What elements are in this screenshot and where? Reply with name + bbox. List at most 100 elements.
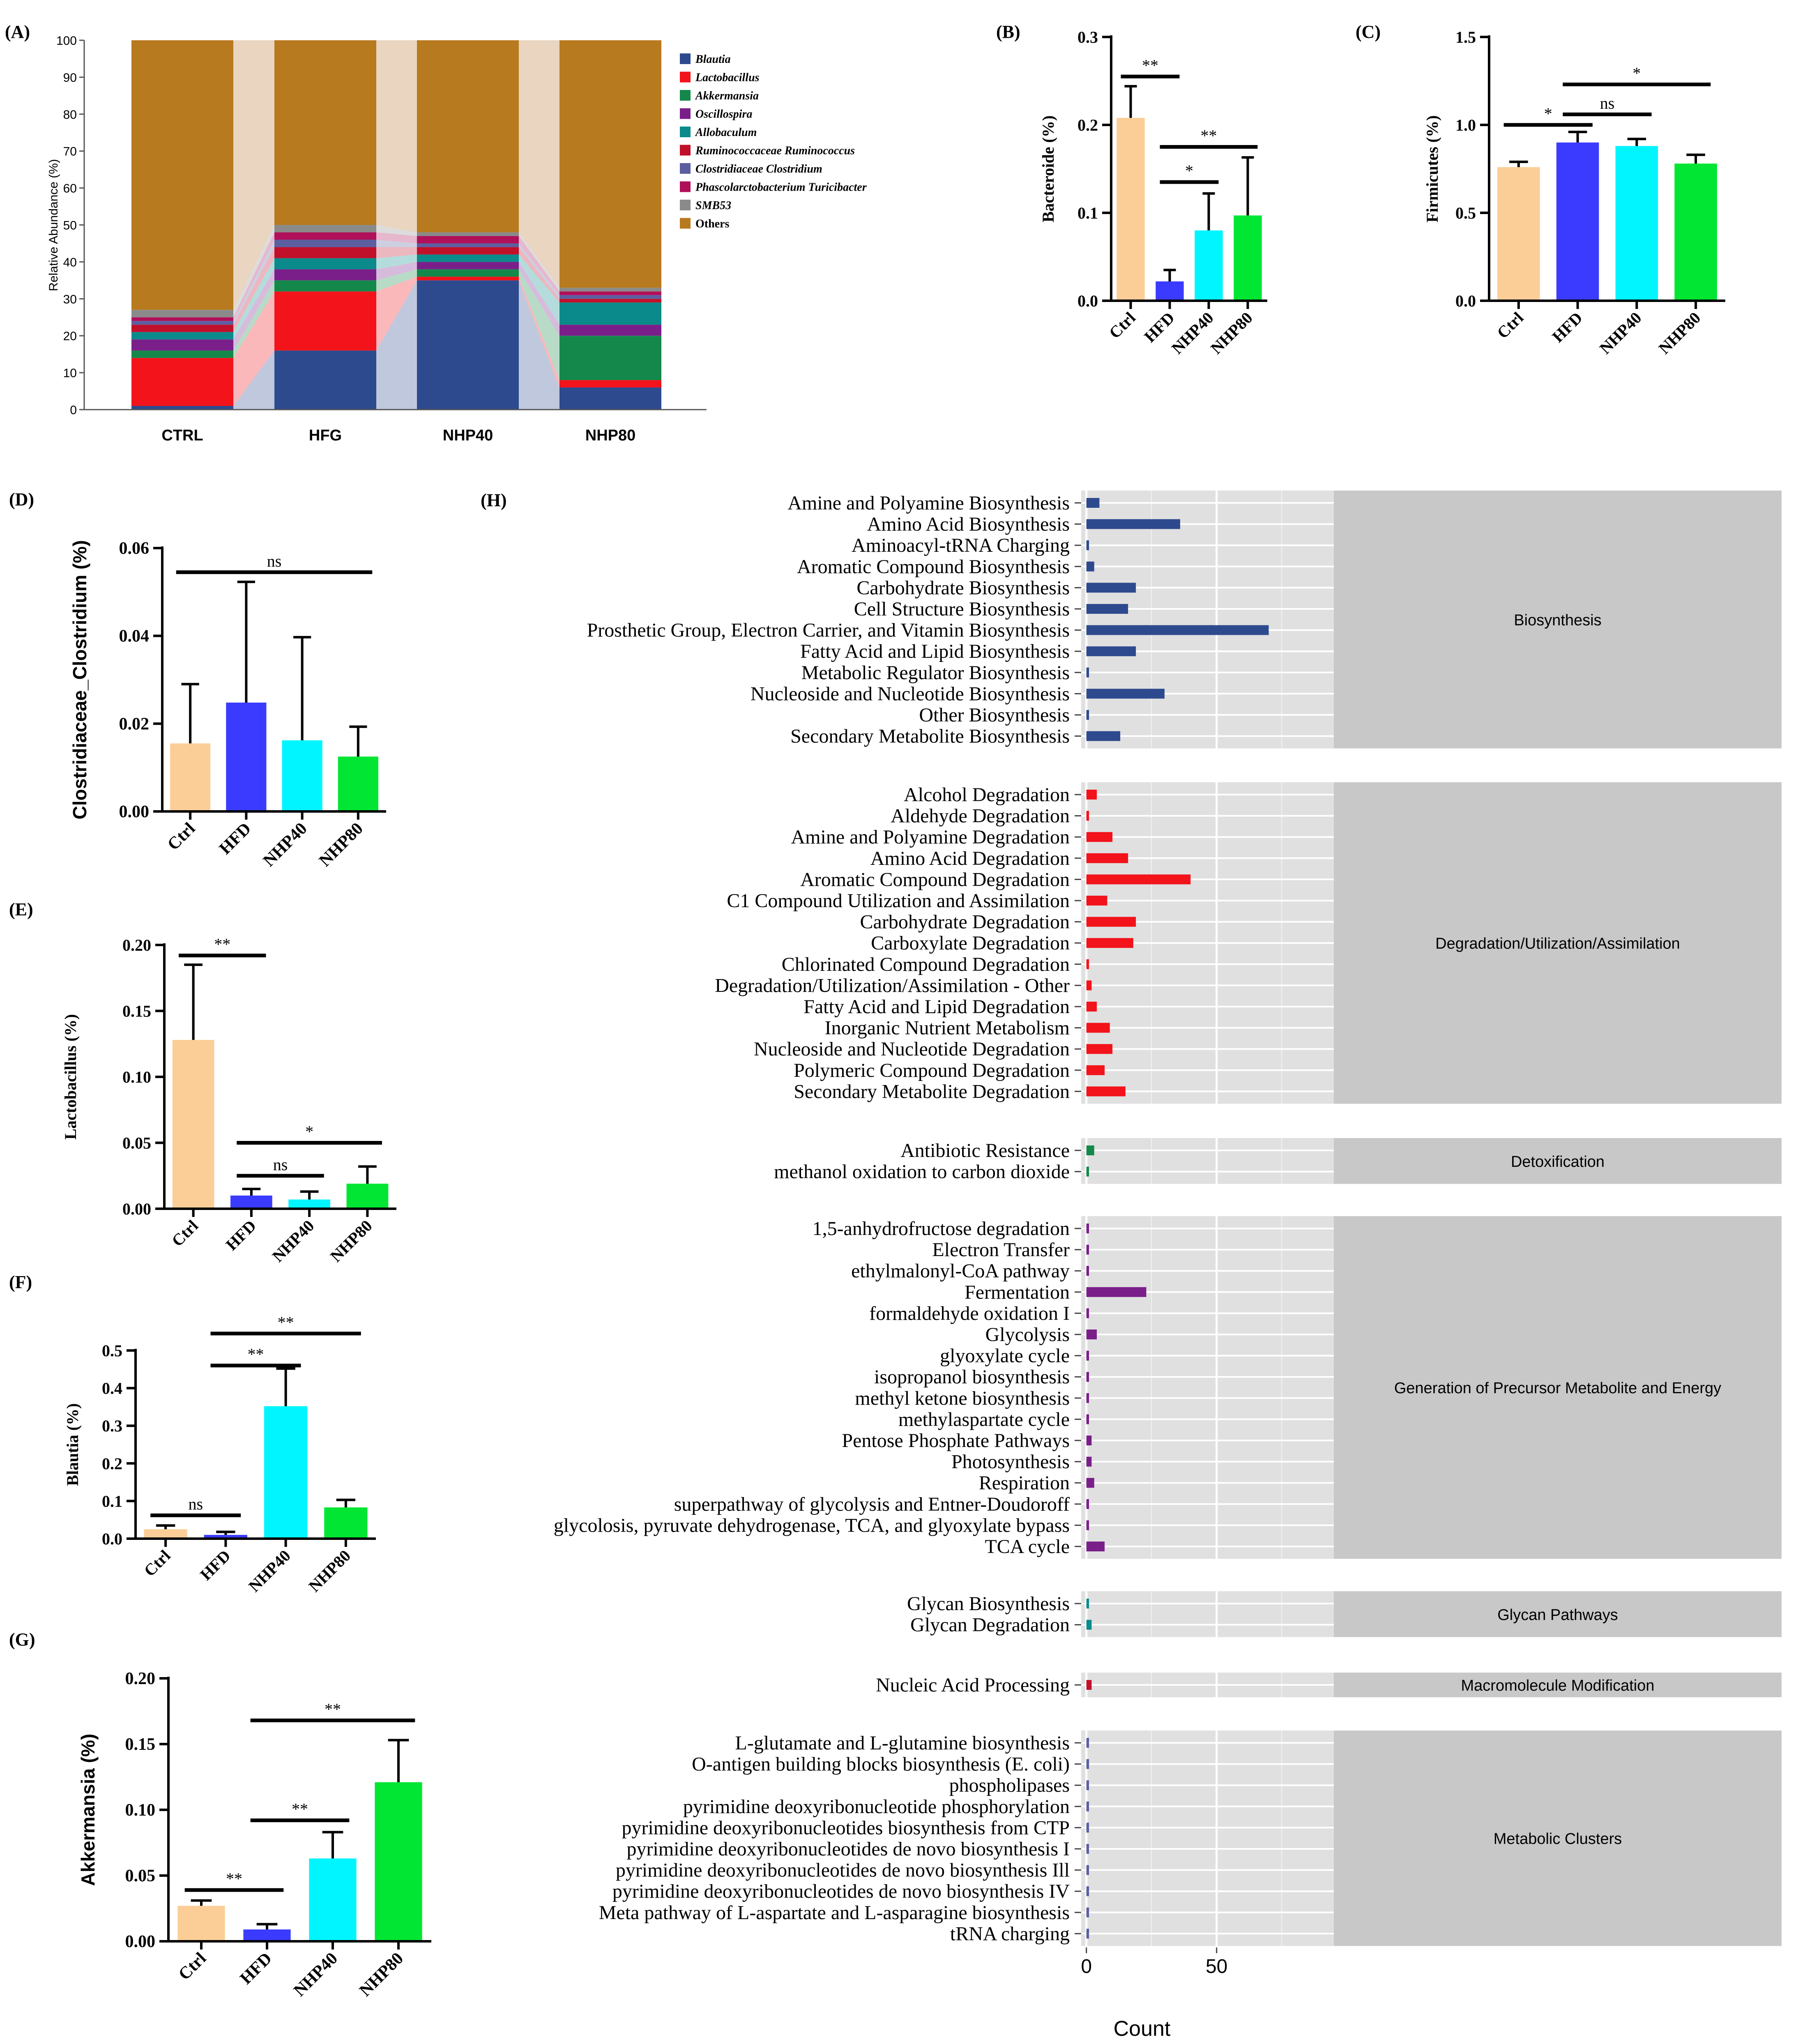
pathway-bar: [1086, 790, 1097, 800]
panel-e: (E) 0.00 0.05 0.10 0.15 0.20 Ctrl HFD NHP40 NHP80…: [9, 899, 396, 1265]
stack-segment: [131, 310, 233, 318]
y-tick-label: 1.0: [1455, 116, 1476, 134]
facet-strip-label: Degradation/Utilization/Assimilation: [1435, 935, 1680, 952]
facet-strip: [1334, 491, 1782, 749]
facet-strip-label: Biosynthesis: [1514, 612, 1601, 629]
y-tick-label: 70: [63, 145, 77, 159]
y-tick-label: 30: [63, 293, 77, 306]
facet-panel: [1081, 1138, 1334, 1184]
stack-segment: [417, 236, 519, 244]
x-tick-label: Ctrl: [168, 1217, 202, 1250]
pathway-bar: [1086, 604, 1128, 614]
y-tick-label: 60: [63, 182, 77, 196]
pathway-label: Glycolysis: [985, 1324, 1070, 1346]
stack-segment: [559, 380, 661, 388]
bar-nhp40: [282, 740, 322, 811]
legend-swatch: [680, 127, 691, 137]
y-tick-label: 0.00: [125, 1932, 156, 1951]
pathway-bar: [1086, 1680, 1092, 1690]
y-tick-label: 0.06: [119, 539, 150, 558]
legend-label: Lactobacillus: [695, 71, 760, 84]
pathway-label: Aromatic Compound Degradation: [800, 869, 1070, 890]
pathway-label: Electron Transfer: [932, 1239, 1070, 1261]
facet-degradation-utilization-assimilation: Degradation/Utilization/Assimilation Alco…: [715, 782, 1782, 1104]
stack-segment: [559, 40, 661, 288]
pathway-label: Secondary Metabolite Biosynthesis: [790, 726, 1070, 747]
y-axis-label: Lactobacillus (%): [61, 1014, 80, 1140]
bar-nhp80: [1674, 164, 1717, 301]
pathway-bar: [1086, 1287, 1146, 1297]
y-tick-label: 0.00: [119, 802, 150, 821]
alluvial-flow: [376, 262, 417, 281]
panel-h: (H) Biosynthesis Amine and Polyamine Biosy…: [481, 490, 1782, 2041]
y-axis-label: Blautia (%): [63, 1403, 82, 1486]
pathway-label: methylaspartate cycle: [898, 1408, 1070, 1430]
alluvial-flow: [376, 40, 417, 233]
y-tick-label: 20: [63, 330, 77, 343]
pathway-label: glyoxylate cycle: [940, 1345, 1070, 1367]
pathway-bar: [1086, 896, 1107, 906]
stack-segment: [417, 277, 519, 281]
y-tick-label: 0.5: [1455, 204, 1476, 222]
facet-strip: [1334, 782, 1782, 1104]
alluvial-flow: [519, 280, 559, 410]
facet-glycan-pathways: Glycan Pathways Glycan BiosynthesisGlycan…: [907, 1591, 1782, 1637]
facet-strip-label: Detoxification: [1511, 1153, 1605, 1171]
facet-strip: [1334, 1591, 1782, 1637]
bar-nhp80: [346, 1184, 389, 1209]
stack-segment: [559, 387, 661, 410]
significance-label: **: [1201, 127, 1217, 145]
pathway-label: tRNA charging: [950, 1923, 1070, 1945]
legend-swatch: [680, 181, 691, 192]
pathway-label: Meta pathway of L-aspartate and L-aspara…: [599, 1902, 1070, 1924]
bar-nhp80: [1234, 215, 1262, 301]
significance-label: **: [325, 1700, 341, 1718]
facet-strip: [1334, 1216, 1782, 1559]
pathway-bar: [1086, 1599, 1089, 1608]
alluvial-flow: [376, 254, 417, 270]
pathway-bar: [1086, 1393, 1089, 1403]
legend-swatch: [680, 218, 691, 229]
alluvial-flow: [519, 262, 559, 336]
stack-segment: [274, 225, 376, 233]
significance-label: *: [1632, 64, 1641, 83]
legend-swatch: [680, 90, 691, 101]
pathway-bar: [1086, 1844, 1089, 1854]
pathway-label: Amino Acid Degradation: [870, 848, 1070, 869]
pathway-bar: [1086, 1086, 1126, 1097]
y-tick-label: 0.05: [122, 1134, 151, 1152]
stack-segment: [274, 258, 376, 270]
y-tick-label: 1.5: [1455, 28, 1476, 46]
stack-segment: [417, 243, 519, 247]
bar-hfd: [230, 1195, 272, 1209]
legend-swatch: [680, 200, 691, 210]
bar-hfd: [204, 1535, 248, 1539]
x-tick-label: HFD: [1548, 309, 1586, 346]
panel-g: (G) 0.00 0.05 0.10 0.15 0.20 Ctrl HFD NHP40 NHP80…: [9, 1629, 431, 2000]
pathway-bar: [1086, 1350, 1089, 1361]
x-tick-label: NHP80: [1655, 309, 1704, 358]
pathway-bar: [1086, 1620, 1092, 1630]
alluvial-flow: [519, 232, 559, 292]
pathway-bar: [1086, 832, 1113, 842]
stack-segment: [131, 358, 233, 406]
stack-segment: [417, 247, 519, 255]
pathway-label: 1,5-anhydrofructose degradation: [813, 1218, 1070, 1240]
bar-nhp80: [338, 756, 378, 811]
legend-swatch: [680, 53, 691, 64]
pathway-label: Glycan Degradation: [910, 1614, 1070, 1636]
alluvial-flow: [233, 40, 274, 310]
x-tick-label: HFD: [237, 1949, 276, 1988]
significance-label: *: [1544, 104, 1552, 123]
alluvial-flow: [233, 291, 274, 406]
pathway-bar: [1086, 1308, 1089, 1318]
pathway-bar: [1086, 874, 1191, 885]
pathway-bar: [1086, 1244, 1089, 1255]
alluvial-flow: [519, 40, 559, 288]
facet-panel: [1081, 1216, 1334, 1559]
facet-macromolecule-modification: Macromolecule Modification Nucleic Acid P…: [876, 1673, 1782, 1697]
stack-segment: [417, 232, 519, 236]
facet-strip-label: Glycan Pathways: [1497, 1606, 1618, 1624]
x-tick-label: NHP40: [1168, 309, 1217, 358]
pathway-label: superpathway of glycolysis and Entner-Do…: [674, 1493, 1070, 1515]
